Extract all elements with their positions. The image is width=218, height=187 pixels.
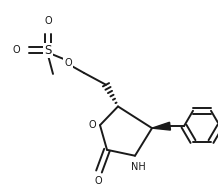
Text: O: O — [64, 58, 72, 68]
Text: O: O — [44, 16, 52, 26]
Text: O: O — [88, 120, 96, 130]
Text: S: S — [44, 44, 52, 57]
Text: O: O — [12, 45, 20, 55]
Text: NH: NH — [131, 162, 145, 171]
Text: O: O — [94, 176, 102, 186]
Polygon shape — [152, 122, 170, 130]
